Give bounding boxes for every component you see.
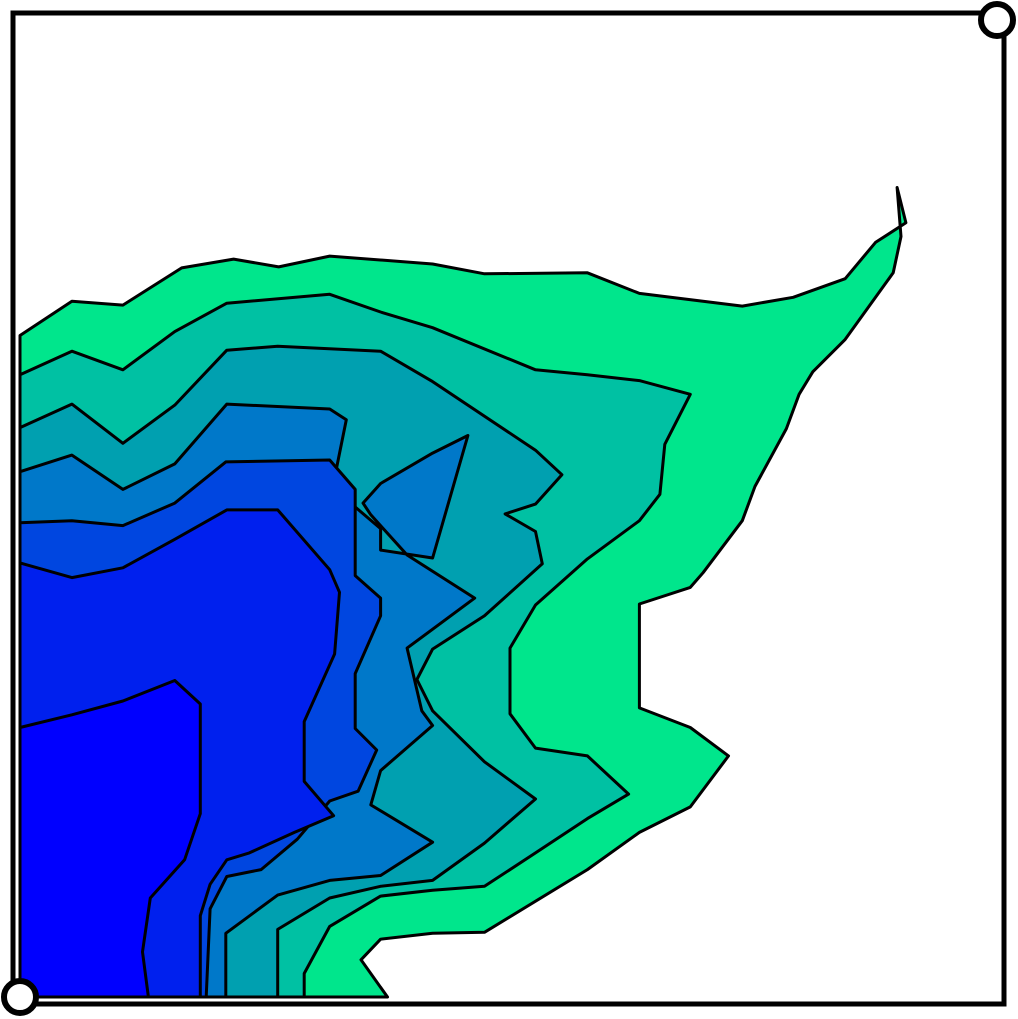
corner-handle-bottom-left[interactable] (1, 978, 39, 1016)
contour-bands (18, 186, 908, 999)
contour-band-7 (18, 679, 202, 999)
corner-handle-top-right[interactable] (978, 1, 1016, 39)
